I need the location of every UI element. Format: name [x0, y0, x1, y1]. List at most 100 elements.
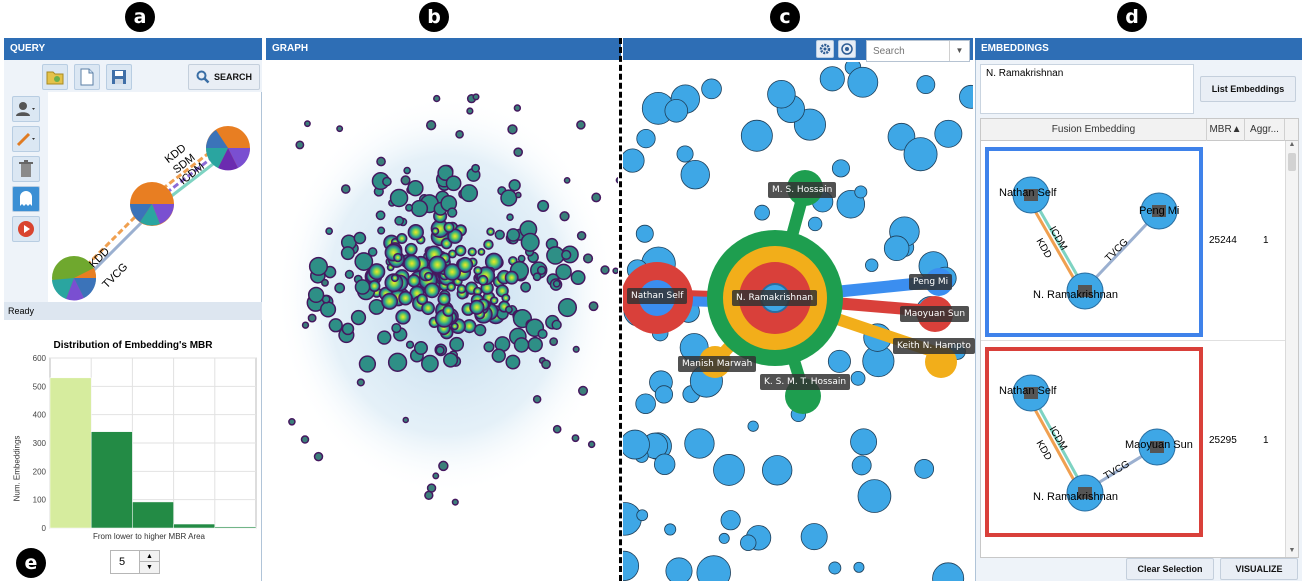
heat-blob	[389, 188, 409, 208]
heat-blob	[450, 322, 459, 331]
node-label-ksmt-hossain[interactable]: K. S. M. T. Hossain	[760, 374, 851, 390]
add-node-button[interactable]	[12, 96, 40, 122]
heat-blob	[600, 265, 610, 275]
network-node	[853, 561, 865, 573]
network-node	[740, 119, 773, 152]
network-node	[932, 562, 965, 581]
heat-blob	[541, 359, 551, 370]
search-dropdown-button[interactable]: ▼	[949, 41, 969, 61]
heat-blob	[307, 286, 325, 304]
heat-blob	[588, 301, 599, 312]
settings-button[interactable]	[816, 40, 834, 58]
heat-blob	[473, 323, 487, 337]
delete-button[interactable]	[12, 156, 40, 182]
open-folder-button[interactable]	[42, 64, 68, 90]
heat-blob	[423, 271, 433, 281]
bins-stepper[interactable]: 5 ▲ ▼	[110, 550, 160, 574]
heat-blob	[344, 269, 354, 280]
search-combobox[interactable]: ▼	[866, 40, 970, 62]
network-node	[914, 459, 935, 479]
embedding-node-label: Nathan Self	[999, 385, 1057, 397]
y-tick-label: 100	[33, 496, 47, 505]
heat-blob	[505, 354, 521, 370]
heat-blob	[446, 282, 456, 292]
column-fusion-embedding[interactable]: Fusion Embedding	[981, 119, 1207, 141]
heat-blob	[491, 348, 506, 363]
query-graph[interactable]	[48, 92, 262, 302]
node-label-peng-mi[interactable]: Peng Mi	[909, 274, 953, 290]
search-icon	[196, 70, 210, 84]
clear-selection-button[interactable]: Clear Selection	[1126, 558, 1214, 580]
heat-blob	[577, 385, 589, 396]
node-label-manish-marwah[interactable]: Manish Marwah	[678, 356, 757, 372]
save-button[interactable]	[106, 64, 132, 90]
heat-blob	[454, 244, 467, 257]
node-label-nathan-self[interactable]: Nathan Self	[627, 288, 688, 304]
scroll-thumb[interactable]	[1288, 153, 1296, 171]
histogram-bar	[90, 431, 133, 529]
node-label-center[interactable]: N. Ramakrishnan	[732, 290, 818, 306]
search-button-label: SEARCH	[213, 72, 252, 82]
heat-blob	[425, 120, 437, 131]
table-scrollbar[interactable]: ▲ ▼	[1285, 141, 1298, 557]
heat-blob	[570, 270, 586, 286]
heat-blob	[396, 232, 408, 245]
list-embeddings-button[interactable]: List Embeddings	[1200, 76, 1296, 102]
node-label-ms-hossain[interactable]: M. S. Hossain	[768, 182, 837, 198]
graph-search-input[interactable]	[867, 41, 949, 61]
network-node	[739, 534, 757, 552]
column-aggr[interactable]: Aggr...	[1245, 119, 1285, 141]
visualize-button[interactable]: VISUALIZE	[1220, 558, 1298, 580]
embedding-query-input[interactable]	[980, 64, 1194, 114]
query-node-3[interactable]	[205, 126, 251, 171]
camera-button[interactable]	[838, 40, 856, 58]
ghost-node-button[interactable]	[12, 186, 40, 212]
heat-blob	[517, 254, 526, 263]
embedding-node-label: N. Ramakrishnan	[1033, 491, 1118, 503]
avatar	[1140, 192, 1178, 230]
y-tick-label: 500	[33, 382, 47, 391]
stepper-up-button[interactable]: ▲	[139, 551, 159, 562]
stepper-down-button[interactable]: ▼	[139, 562, 159, 573]
column-mbr[interactable]: MBR▲	[1207, 119, 1245, 141]
heat-blob	[527, 336, 543, 353]
network-node	[747, 420, 759, 432]
heat-blob	[443, 263, 461, 281]
heat-blob	[615, 177, 618, 184]
avatar	[1066, 272, 1104, 310]
query-node-1[interactable]	[52, 256, 97, 301]
heat-blob	[358, 355, 377, 373]
embedding-node-label: N. Ramakrishnan	[1033, 289, 1118, 301]
heat-blob	[413, 340, 428, 356]
network-node	[854, 185, 868, 199]
embedding-node-label: Maoyuan Sun	[1125, 439, 1193, 451]
scroll-down-arrow[interactable]: ▼	[1288, 547, 1296, 554]
heat-blob	[437, 292, 451, 306]
node-label-keith-hampton[interactable]: Keith N. Hampto	[893, 338, 975, 354]
table-row[interactable]: Nathan Self Maoyuan Sun N. Ramakrishnan …	[981, 341, 1285, 551]
heat-blob	[404, 242, 418, 256]
new-document-button[interactable]	[74, 64, 100, 90]
heat-blob	[532, 272, 542, 282]
histogram-ylabel: Num. Embeddings	[12, 435, 22, 502]
embedding-preview-1: Nathan Self Peng Mi N. Ramakrishnan ICDM…	[985, 147, 1203, 337]
density-graph[interactable]	[266, 60, 618, 581]
scroll-up-arrow[interactable]: ▲	[1288, 141, 1296, 148]
table-row[interactable]: Nathan Self Peng Mi N. Ramakrishnan ICDM…	[981, 141, 1285, 341]
heat-blob	[591, 192, 602, 203]
node-label-maoyuan-sun[interactable]: Maoyuan Sun	[900, 306, 970, 322]
heat-blob	[612, 267, 618, 275]
network-node	[623, 550, 640, 581]
heat-blob	[410, 199, 429, 218]
query-node-2[interactable]	[130, 182, 174, 226]
heat-blob	[407, 274, 421, 288]
add-edge-button[interactable]	[12, 126, 40, 152]
heat-blob	[443, 221, 455, 233]
heat-blob	[437, 164, 454, 181]
heat-blob	[576, 120, 586, 130]
search-button[interactable]: SEARCH	[188, 64, 260, 90]
network-node	[664, 523, 677, 536]
run-button[interactable]	[12, 216, 40, 242]
embedding-node-label: Peng Mi	[1139, 205, 1180, 217]
heat-blob	[501, 293, 511, 303]
